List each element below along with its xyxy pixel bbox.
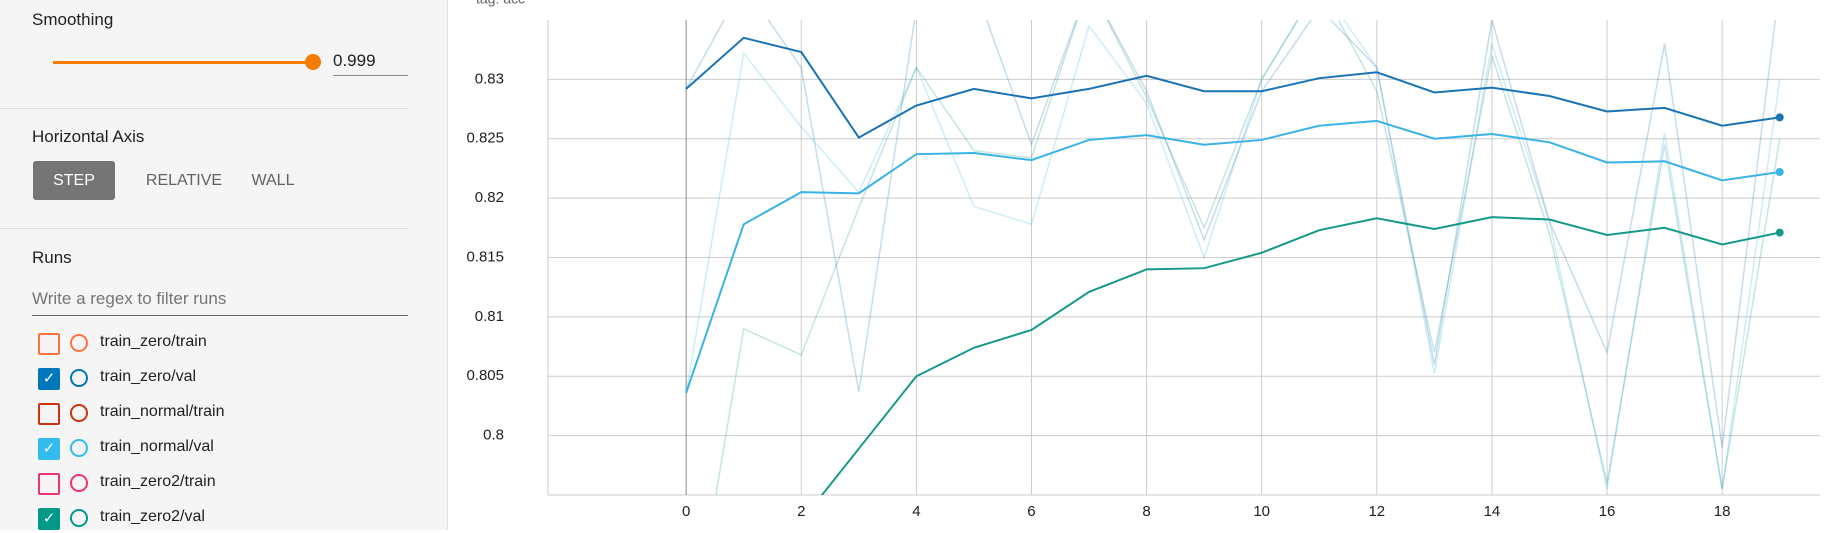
- run-color[interactable]: [70, 334, 88, 352]
- runs-label: Runs: [32, 248, 72, 267]
- run-checkbox[interactable]: [38, 473, 60, 495]
- run-name: train_zero2/train: [100, 473, 216, 490]
- x-tick-label: 14: [1484, 503, 1501, 520]
- y-tick-label: 0.83: [475, 70, 504, 87]
- axis-button[interactable]: STEP: [33, 161, 115, 200]
- run-row: ✓ train_normal/val: [0, 433, 400, 463]
- end-dot: [1775, 228, 1784, 237]
- y-tick-label: 0.81: [475, 308, 504, 325]
- x-tick-label: 12: [1368, 503, 1385, 520]
- run-color[interactable]: [70, 369, 88, 387]
- y-tick-label: 0.815: [466, 248, 504, 265]
- smoothing-input[interactable]: 0.999: [333, 51, 408, 76]
- run-checkbox[interactable]: ✓: [38, 368, 60, 390]
- run-name: train_zero/train: [100, 333, 207, 350]
- run-row: train_zero/train: [0, 328, 400, 358]
- smoothed-line: [685, 119, 1780, 394]
- y-tick-label: 0.805: [466, 367, 504, 384]
- run-row: train_normal/train: [0, 398, 400, 428]
- run-row: ✓ train_zero/val: [0, 363, 400, 393]
- chart-title: tag: acc: [476, 0, 525, 7]
- chart: tag: acc 0.8 0.805 0.81 0.815 0.82 0.825 0.83 0…: [466, 0, 1820, 520]
- run-name: train_normal/train: [100, 403, 225, 420]
- axis-button[interactable]: RELATIVE: [145, 172, 223, 189]
- x-tick-label: 4: [912, 503, 920, 520]
- x-tick-label: 2: [797, 503, 805, 520]
- y-tick-label: 0.82: [475, 189, 504, 206]
- y-tick-label: 0.825: [466, 130, 504, 147]
- run-color[interactable]: [70, 439, 88, 457]
- run-color[interactable]: [70, 474, 88, 492]
- x-tick-label: 6: [1027, 503, 1035, 520]
- run-name: train_zero/val: [100, 368, 197, 385]
- raw-line: [685, 20, 1781, 490]
- run-color[interactable]: [70, 404, 88, 422]
- divider: [0, 228, 408, 229]
- plot: [685, 20, 1784, 495]
- slider-track[interactable]: [53, 61, 312, 64]
- run-checkbox[interactable]: [38, 333, 60, 355]
- end-dot: [1775, 168, 1784, 176]
- raw-line: [685, 20, 1777, 448]
- run-checkbox[interactable]: [38, 403, 60, 425]
- smoothed-line: [820, 216, 1780, 495]
- run-row: train_zero2/train: [0, 468, 400, 498]
- x-tick-label: 10: [1253, 503, 1270, 520]
- smoothed-line: [685, 36, 1780, 139]
- axis-label: Horizontal Axis: [32, 127, 145, 146]
- run-color[interactable]: [70, 509, 88, 527]
- x-tick-label: 18: [1714, 503, 1731, 520]
- divider: [0, 108, 408, 109]
- run-name: train_zero2/val: [100, 508, 205, 525]
- raw-line: [715, 20, 1781, 495]
- run-checkbox[interactable]: ✓: [38, 508, 60, 530]
- run-name: train_normal/val: [100, 438, 214, 455]
- sidebar: Smoothing 0.999 Horizontal Axis STEP RELA…: [0, 0, 448, 530]
- axis-button[interactable]: WALL: [251, 172, 295, 189]
- end-dot: [1775, 113, 1784, 122]
- x-tick-label: 16: [1599, 503, 1616, 520]
- y-tick-label: 0.8: [483, 427, 504, 444]
- x-tick-label: 0: [682, 503, 690, 520]
- slider-knob[interactable]: [305, 54, 321, 70]
- smoothing-label: Smoothing: [32, 10, 114, 29]
- run-row: ✓ train_zero2/val: [0, 503, 400, 533]
- filter-input[interactable]: Write a regex to filter runs: [32, 289, 408, 316]
- x-tick-label: 8: [1142, 503, 1150, 520]
- run-checkbox[interactable]: ✓: [38, 438, 60, 460]
